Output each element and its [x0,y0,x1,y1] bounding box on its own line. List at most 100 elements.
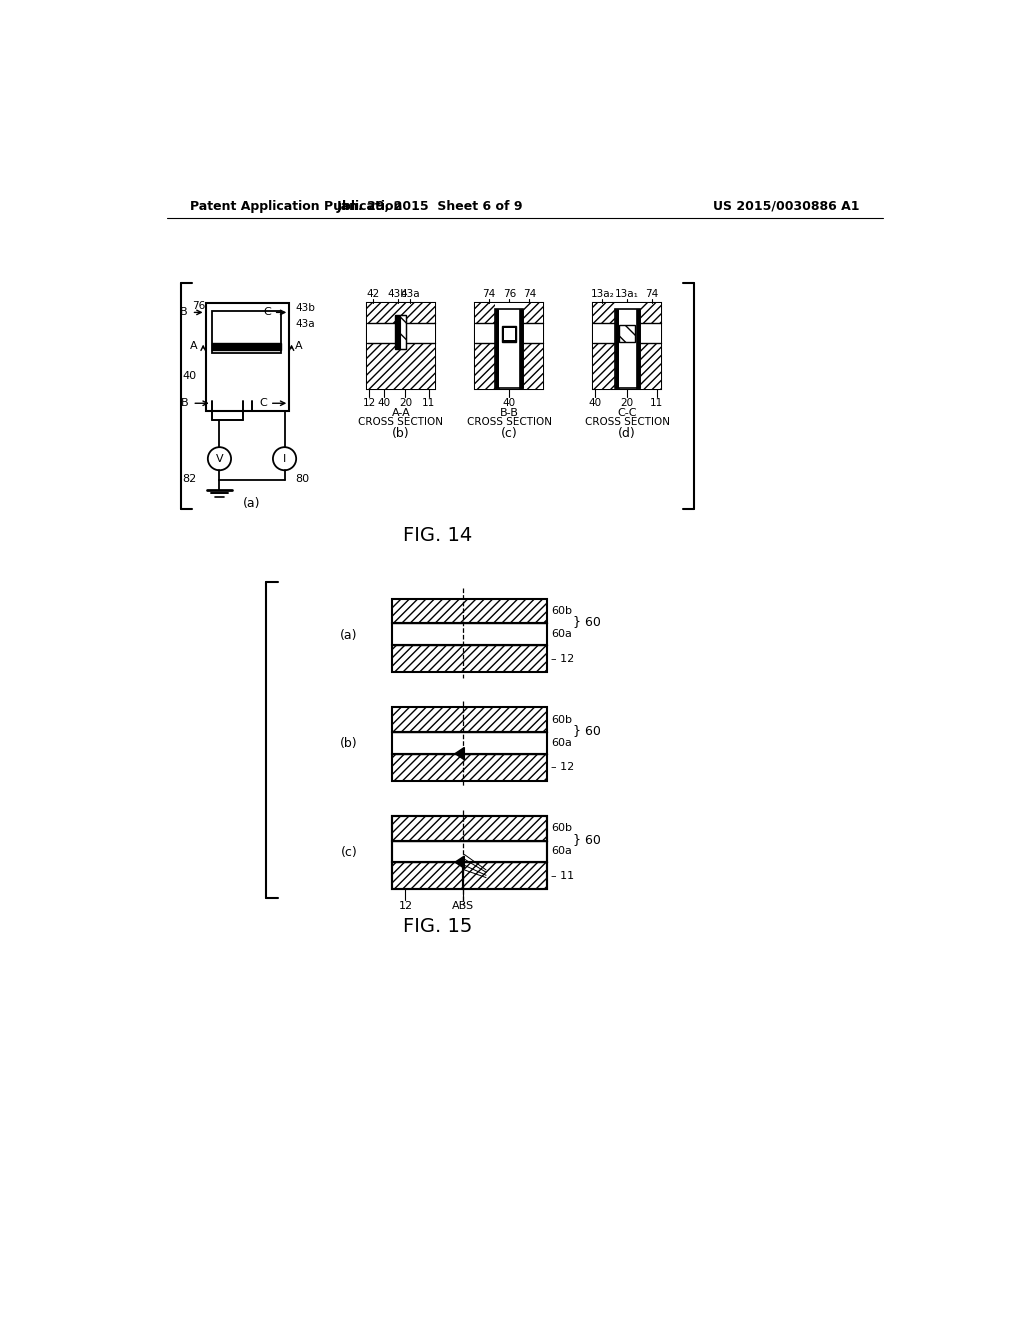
Text: C-C: C-C [617,408,637,417]
Bar [496,309,500,388]
Bar [367,304,435,389]
Bar [391,862,463,890]
Text: CROSS SECTION: CROSS SECTION [467,417,552,426]
Bar [391,841,547,862]
Text: 60a: 60a [551,630,572,639]
Polygon shape [455,855,464,869]
Text: CROSS SECTION: CROSS SECTION [358,417,443,426]
Text: 40: 40 [589,399,602,408]
Text: } 60: } 60 [572,723,601,737]
Bar [614,309,618,388]
Text: I: I [283,454,286,463]
Bar [497,309,521,388]
Text: 20: 20 [399,399,412,408]
Bar [206,304,289,411]
Text: A-A: A-A [391,408,411,417]
Text: 11: 11 [422,399,435,408]
Bar [391,816,547,890]
Bar [391,754,547,780]
Text: 43a: 43a [400,289,420,298]
Bar [394,315,400,350]
Text: 80: 80 [295,474,309,483]
Bar [400,315,407,350]
Bar [367,343,435,389]
Text: FIG. 15: FIG. 15 [403,917,473,936]
Text: CROSS SECTION: CROSS SECTION [585,417,670,426]
Bar [367,304,435,323]
Text: (c): (c) [341,846,357,859]
Bar [614,309,640,388]
Bar [593,343,662,389]
Text: US 2015/0030886 A1: US 2015/0030886 A1 [713,199,859,213]
Bar [394,315,407,350]
Text: C: C [263,308,271,317]
Text: 43b: 43b [295,302,315,313]
Bar [636,309,640,388]
Bar [463,862,547,890]
Bar [212,343,282,350]
Text: 82: 82 [182,474,197,483]
Bar [593,304,662,389]
Text: 11: 11 [650,399,664,408]
Text: 12: 12 [398,902,413,911]
Text: 12: 12 [362,399,376,408]
Bar [391,645,547,672]
Text: B: B [181,399,188,408]
Bar [593,323,662,343]
Bar [503,326,516,342]
Text: 76: 76 [503,289,516,298]
Text: – 12: – 12 [551,762,574,772]
Text: 60a: 60a [551,846,572,857]
Text: – 12: – 12 [551,653,574,664]
Text: 60b: 60b [551,606,572,616]
Bar [614,309,640,388]
Bar [519,309,523,388]
Bar [391,733,547,754]
Text: (c): (c) [501,426,518,440]
Text: 40: 40 [182,371,197,380]
Text: – 11: – 11 [551,871,574,880]
Bar [475,304,544,389]
Text: } 60: } 60 [572,615,601,628]
Bar [475,304,544,323]
Text: 43b: 43b [388,289,408,298]
Text: C: C [259,399,266,408]
Bar [475,323,544,343]
Bar [618,309,636,388]
Text: 74: 74 [523,289,537,298]
Polygon shape [455,747,464,760]
Text: 74: 74 [645,289,658,298]
Text: 60a: 60a [551,738,572,748]
Bar [593,304,662,323]
Text: Jan. 29, 2015  Sheet 6 of 9: Jan. 29, 2015 Sheet 6 of 9 [337,199,523,213]
Text: B: B [180,308,187,317]
Text: 60b: 60b [551,714,572,725]
Text: 20: 20 [621,399,634,408]
Text: 40: 40 [377,399,390,408]
Bar [212,312,282,354]
Text: (d): (d) [618,426,636,440]
Text: Patent Application Publication: Patent Application Publication [190,199,402,213]
Bar [391,708,547,733]
Bar [391,816,547,841]
Text: 74: 74 [482,289,496,298]
Text: 43a: 43a [295,319,315,329]
Bar [367,323,435,343]
Text: FIG. 14: FIG. 14 [403,527,473,545]
Text: 13a₂: 13a₂ [591,289,614,298]
Text: 40: 40 [503,399,516,408]
Text: (a): (a) [244,496,261,510]
Bar [496,309,523,388]
Text: 13a₁: 13a₁ [615,289,639,298]
Bar [391,623,547,645]
Bar [496,304,523,389]
Text: V: V [216,454,223,463]
Text: (b): (b) [392,426,410,440]
Bar [620,325,635,342]
Text: A: A [295,342,303,351]
Bar [504,327,515,341]
Text: (a): (a) [340,628,357,642]
Text: ABS: ABS [452,902,474,911]
Bar [614,304,640,389]
Text: 76: 76 [191,301,205,312]
